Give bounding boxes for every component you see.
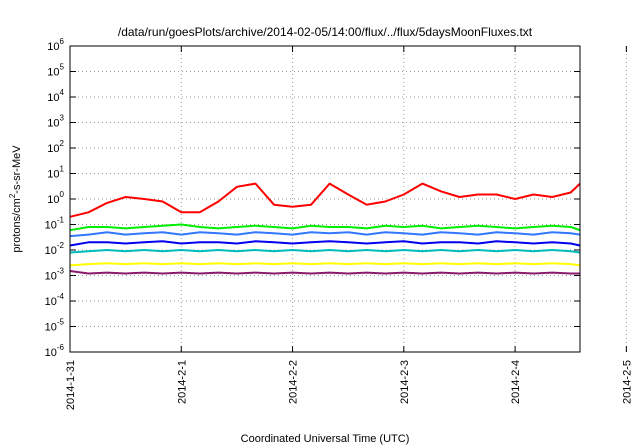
y-tick-label: 10-5 — [45, 318, 65, 334]
y-axis-label: protons/cm2-s-sr-MeV — [8, 145, 23, 253]
y-axis-label-pre: protons/cm — [11, 198, 23, 252]
series-line — [69, 223, 581, 232]
y-axis-label-post: -s-sr-MeV — [11, 145, 23, 194]
plot-frame — [69, 45, 581, 353]
chart-title: /data/run/goesPlots/archive/2014-02-05/1… — [118, 25, 533, 39]
y-tick-label: 10-6 — [45, 343, 65, 359]
series-line — [69, 270, 580, 275]
y-tick-label: 105 — [47, 63, 64, 79]
series-line — [69, 240, 581, 247]
series-line — [69, 231, 581, 238]
x-tick-label: 2014-2-1 — [176, 360, 188, 404]
y-tick-label: 100 — [47, 190, 64, 206]
y-tick-label: 101 — [47, 165, 64, 181]
x-axis-label: Coordinated Universal Time (UTC) — [241, 433, 410, 445]
y-tick-label: 10-2 — [45, 241, 65, 257]
x-tick-label: 2014-2-3 — [399, 360, 411, 404]
x-tick-label: 2014-2-4 — [510, 360, 522, 404]
y-tick-label: 106 — [47, 37, 64, 53]
y-tick-label: 10-3 — [45, 267, 65, 283]
x-tick-label: 2014-2-2 — [288, 360, 300, 404]
series-line — [69, 262, 581, 267]
y-axis-label-sup: 2 — [8, 193, 17, 198]
series-line — [69, 249, 581, 254]
y-tick-label: 104 — [47, 88, 64, 104]
x-tick-label: 2014-1-31 — [65, 360, 77, 410]
x-axis-ticks: 2014-1-31 2014-2-1 2014-2-2 2014-2-3 2014-2-… — [65, 46, 633, 410]
y-axis-ticks: 106 105 104 103 102 101 100 10-1 10-2 10-3 10-4 10-… — [45, 37, 580, 359]
grid-lines — [70, 46, 627, 352]
data-series — [69, 182, 581, 275]
y-tick-label: 10-1 — [45, 216, 65, 232]
y-tick-label: 10-4 — [45, 292, 65, 308]
y-tick-label: 103 — [47, 114, 64, 130]
y-tick-label: 102 — [47, 139, 64, 155]
x-tick-label: 2014-2-5 — [621, 360, 633, 404]
series-line — [69, 182, 581, 218]
